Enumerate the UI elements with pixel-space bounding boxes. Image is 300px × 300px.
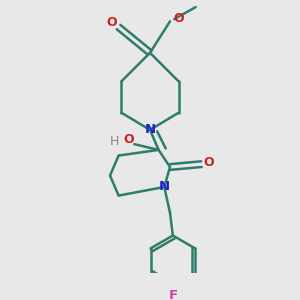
Text: N: N <box>144 123 156 136</box>
Text: O: O <box>203 156 214 169</box>
Text: N: N <box>159 181 170 194</box>
Text: F: F <box>168 289 177 300</box>
Text: O: O <box>173 12 184 25</box>
Text: O: O <box>123 134 134 146</box>
Text: H: H <box>110 135 119 148</box>
Text: O: O <box>106 16 117 29</box>
